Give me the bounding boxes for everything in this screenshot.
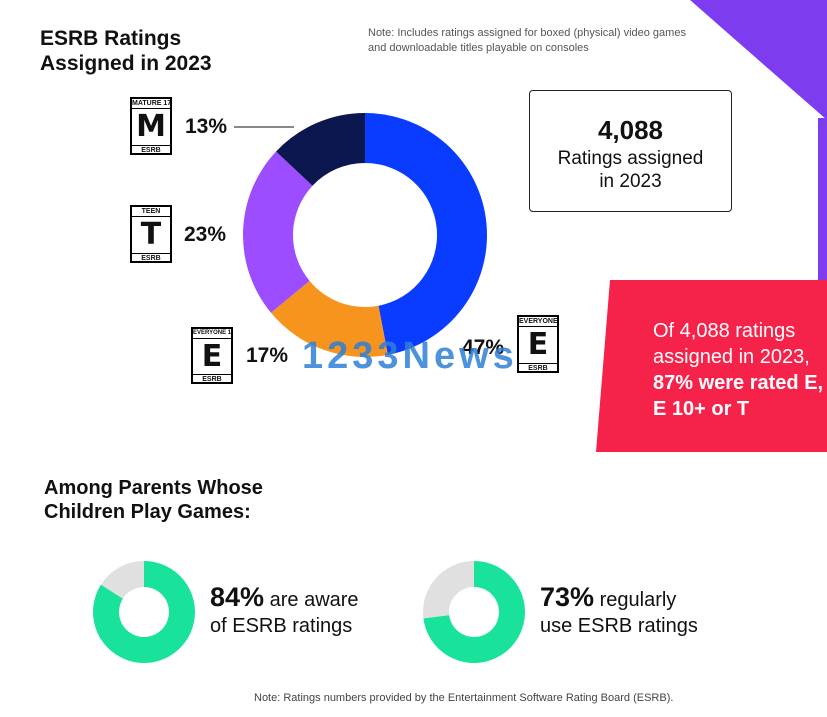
- everyone10-rating-badge-icon: EVERYONE 10+ E ESRB: [191, 327, 233, 384]
- purple-strip: [818, 118, 827, 282]
- everyone-rating-badge-icon: EVERYONE E ESRB: [517, 315, 559, 373]
- badge-bottom-text: ESRB: [132, 253, 170, 263]
- badge-letter: M: [136, 109, 166, 144]
- callout-line1: Of 4,088 ratings assigned in 2023,: [653, 320, 810, 368]
- callout-text: Of 4,088 ratings assigned in 2023, 87% w…: [653, 318, 827, 422]
- mature-rating-badge-icon: MATURE 17+ M ESRB: [130, 97, 172, 155]
- badge-top-text: EVERYONE: [519, 318, 557, 327]
- aware-text-2: of ESRB ratings: [210, 615, 353, 637]
- callout-line2: 87% were rated E, E 10+ or T: [653, 372, 824, 420]
- slice-aware: [93, 561, 195, 663]
- everyone10-percent-label: 17%: [246, 344, 289, 367]
- purple-triangle: [690, 0, 827, 120]
- badge-bottom-text: ESRB: [132, 145, 170, 155]
- slice-mature: [276, 113, 365, 186]
- badge-letter: E: [201, 339, 223, 374]
- slice-not-aware: [100, 561, 144, 599]
- aware-text-1: are aware: [264, 589, 359, 611]
- section-title: Among Parents Whose Children Play Games:: [44, 477, 263, 523]
- use-percent: 73%: [540, 582, 595, 612]
- slice-everyone10: [270, 280, 388, 357]
- slice-everyone: [365, 113, 487, 355]
- use-stat: 73% regularly use ESRB ratings: [540, 584, 740, 639]
- badge-letter: E: [527, 327, 549, 362]
- mature-percent-label: 13%: [185, 115, 228, 138]
- total-ratings-box: 4,088 Ratings assigned in 2023: [529, 90, 732, 212]
- badge-bottom-text: ESRB: [519, 363, 557, 373]
- everyone-percent-label: 47%: [462, 336, 505, 359]
- total-ratings-label: Ratings assigned in 2023: [557, 148, 704, 192]
- badge-letter: T: [140, 217, 162, 252]
- use-text-2: use ESRB ratings: [540, 615, 698, 637]
- mature-leader-line: [234, 126, 294, 128]
- ratings-donut-chart: [243, 113, 487, 357]
- slice-teen: [243, 151, 313, 313]
- top-note: Note: Includes ratings assigned for boxe…: [368, 27, 686, 54]
- aware-percent: 84%: [210, 582, 265, 612]
- chart-title: ESRB Ratings Assigned in 2023: [40, 27, 212, 75]
- aware-donut-chart: [93, 561, 195, 663]
- total-ratings-number: 4,088: [597, 115, 664, 145]
- use-text-1: regularly: [594, 589, 677, 611]
- bottom-note: Note: Ratings numbers provided by the En…: [254, 692, 674, 704]
- watermark-text: 1233News: [302, 335, 518, 377]
- slice-not-use: [423, 561, 474, 619]
- slice-use: [423, 561, 525, 663]
- teen-percent-label: 23%: [184, 223, 227, 246]
- teen-rating-badge-icon: TEEN T ESRB: [130, 205, 172, 263]
- badge-bottom-text: ESRB: [193, 374, 231, 384]
- aware-stat: 84% are aware of ESRB ratings: [210, 584, 410, 639]
- badge-top-text: TEEN: [132, 207, 170, 217]
- use-donut-chart: [423, 561, 525, 663]
- badge-top-text: EVERYONE 10+: [193, 329, 231, 339]
- callout-background: [596, 280, 827, 452]
- badge-top-text: MATURE 17+: [132, 99, 170, 109]
